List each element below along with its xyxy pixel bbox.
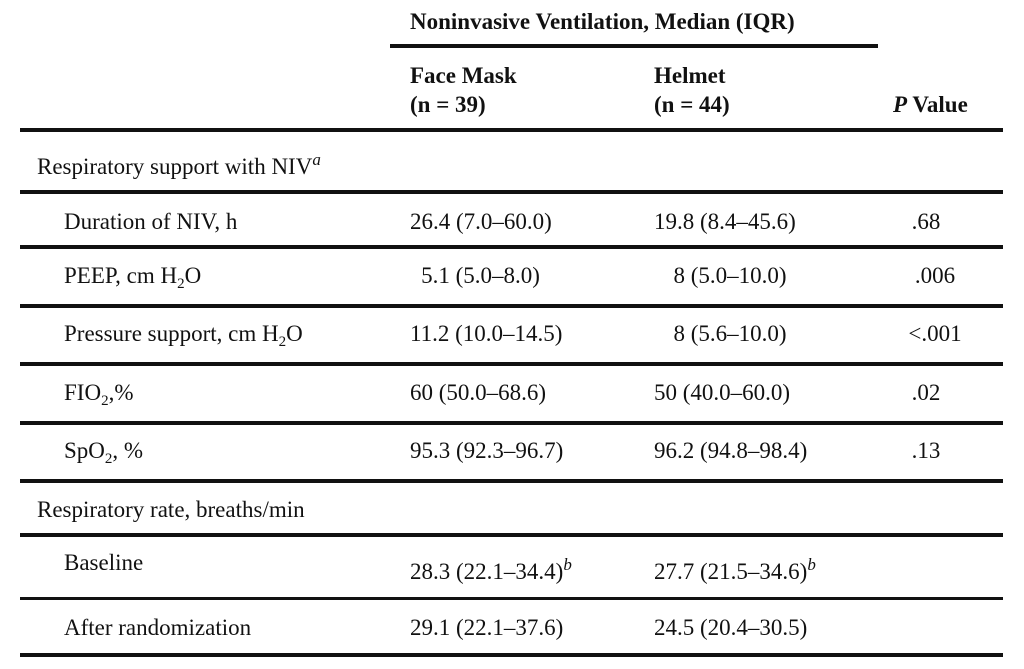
row-fio2-p: .02	[911, 380, 941, 405]
row-rule	[20, 245, 1003, 249]
row-baseline-helmet: 27.7 (21.5–34.6)b	[654, 555, 816, 584]
p-value-header: P Value	[893, 92, 968, 117]
row-spo2-face: 95.3 (92.3–96.7)	[410, 438, 564, 463]
row-rule	[20, 597, 1003, 600]
row-peep-label: PEEP, cm H2O	[64, 263, 202, 292]
row-peep-face: 5.1 (5.0–8.0)	[421, 263, 540, 288]
group-header: Noninvasive Ventilation, Median (IQR)	[410, 9, 795, 34]
row-after-label: After randomization	[64, 615, 252, 640]
row-fio2-helmet: 50 (40.0–60.0)	[654, 380, 791, 405]
row-rule	[20, 421, 1003, 425]
row-fio2-face: 60 (50.0–68.6)	[410, 380, 547, 405]
row-duration-label: Duration of NIV, h	[64, 209, 238, 234]
helmet-header: Helmet	[654, 63, 726, 88]
table-bottom-rule	[20, 653, 1003, 657]
group-header-rule	[390, 44, 878, 48]
section-rate-label: Respiratory rate, breaths/min	[37, 497, 305, 522]
row-baseline-label: Baseline	[64, 550, 144, 575]
row-duration-helmet: 19.8 (8.4–45.6)	[654, 209, 796, 234]
row-spo2-p: .13	[911, 438, 941, 463]
row-duration-face: 26.4 (7.0–60.0)	[410, 209, 552, 234]
row-spo2-helmet: 96.2 (94.8–98.4)	[654, 438, 808, 463]
row-pressure-face: 11.2 (10.0–14.5)	[410, 321, 563, 346]
section-support-label: Respiratory support with NIVa	[37, 150, 321, 179]
row-pressure-label: Pressure support, cm H2O	[64, 321, 303, 350]
header-bottom-rule	[20, 128, 1003, 132]
row-baseline-face: 28.3 (22.1–34.4)b	[410, 555, 572, 584]
row-rule	[20, 362, 1003, 366]
row-pressure-p: <.001	[908, 321, 962, 346]
row-rule	[20, 479, 1003, 483]
row-peep-p: .006	[914, 263, 956, 288]
row-rule	[20, 190, 1003, 194]
row-duration-p: .68	[911, 209, 941, 234]
face-mask-header: Face Mask	[410, 63, 517, 88]
face-mask-n: (n = 39)	[410, 92, 486, 117]
row-fio2-label: FIO2,%	[64, 380, 134, 409]
row-pressure-helmet: 8 (5.6–10.0)	[673, 321, 787, 346]
row-rule	[20, 533, 1003, 537]
row-peep-helmet: 8 (5.0–10.0)	[673, 263, 787, 288]
row-after-face: 29.1 (22.1–37.6)	[410, 615, 564, 640]
row-spo2-label: SpO2, %	[64, 438, 144, 467]
helmet-n: (n = 44)	[654, 92, 730, 117]
row-rule	[20, 304, 1003, 308]
row-after-helmet: 24.5 (20.4–30.5)	[654, 615, 808, 640]
